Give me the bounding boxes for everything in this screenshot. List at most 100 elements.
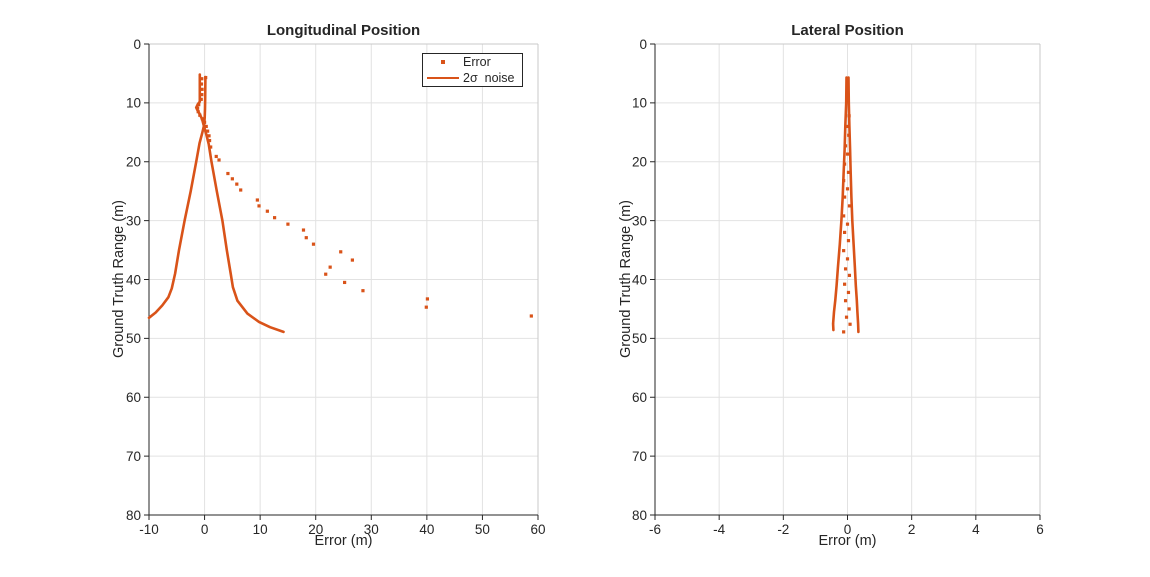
error-point (328, 265, 332, 269)
error-point (842, 330, 846, 334)
error-point (207, 138, 212, 143)
error-point (424, 305, 428, 309)
error-point (843, 282, 847, 286)
error-point (239, 188, 243, 192)
error-point (846, 290, 851, 295)
error-point (843, 267, 848, 271)
error-marker-icon (441, 60, 445, 64)
x-tick-label: 60 (530, 522, 545, 537)
x-tick-label: 10 (253, 522, 268, 537)
error-point (847, 204, 852, 208)
right-plot-ylabel: Ground Truth Range (m) (618, 200, 634, 358)
error-point (304, 236, 308, 240)
legend-marker-cell (423, 60, 463, 64)
x-tick-label: 20 (308, 522, 323, 537)
sigma-noise-line (194, 73, 285, 334)
x-tick-label: 30 (364, 522, 379, 537)
error-point (845, 257, 850, 261)
x-tick-label: 0 (844, 522, 852, 537)
right-plot-title: Lateral Position (791, 22, 904, 39)
y-tick-label: 50 (126, 331, 141, 346)
error-point (846, 239, 851, 243)
error-point (226, 171, 230, 176)
y-tick-label: 70 (632, 449, 647, 464)
y-tick-label: 40 (126, 272, 141, 287)
y-tick-label: 20 (632, 155, 647, 170)
error-point (199, 82, 204, 86)
error-point (257, 204, 261, 208)
y-tick-label: 80 (632, 508, 647, 523)
y-tick-label: 30 (632, 213, 647, 228)
y-tick-label: 70 (126, 449, 141, 464)
sigma-line-marker-icon (427, 76, 459, 80)
error-point (529, 314, 533, 318)
error-point (842, 214, 846, 218)
x-tick-label: -10 (139, 522, 159, 537)
error-point (846, 170, 851, 174)
error-point (207, 134, 211, 138)
error-point (200, 87, 204, 91)
x-tick-label: -6 (649, 522, 661, 537)
error-point (845, 222, 850, 226)
error-point (343, 280, 347, 285)
legend-marker-cell (423, 76, 463, 80)
error-point (847, 307, 851, 311)
error-point (272, 216, 277, 220)
legend-label-error: Error (463, 55, 491, 69)
sigma-noise-line (831, 76, 848, 332)
left-plot-xlabel: Error (m) (314, 533, 373, 549)
y-tick-label: 0 (133, 37, 141, 52)
error-point (235, 182, 239, 186)
x-tick-label: 50 (475, 522, 490, 537)
error-point (845, 152, 850, 156)
error-point (324, 272, 328, 276)
error-point (848, 322, 852, 326)
legend-entry-error: Error (423, 54, 522, 70)
legend-label-sigma-noise: 2σ noise (463, 71, 515, 85)
error-point (311, 242, 316, 246)
error-point (843, 299, 848, 303)
y-tick-label: 60 (632, 390, 647, 405)
error-point (425, 297, 430, 301)
y-tick-label: 20 (126, 155, 141, 170)
error-point (843, 230, 847, 234)
error-point (255, 198, 259, 202)
x-tick-label: -4 (713, 522, 725, 537)
legend: Error 2σ noise (422, 53, 523, 87)
x-tick-label: 6 (1036, 522, 1044, 537)
error-point (200, 93, 204, 97)
y-tick-label: 40 (632, 272, 647, 287)
sigma-noise-line (847, 76, 860, 334)
error-point (843, 195, 847, 199)
error-point (230, 177, 234, 181)
x-tick-label: 4 (972, 522, 980, 537)
y-tick-label: 10 (632, 96, 647, 111)
x-tick-label: 0 (201, 522, 209, 537)
error-point (200, 77, 204, 81)
error-point (265, 209, 269, 213)
error-point (199, 97, 203, 101)
error-point (339, 250, 343, 254)
error-point (842, 249, 846, 253)
error-point (206, 129, 210, 133)
y-tick-label: 30 (126, 213, 141, 228)
y-tick-label: 80 (126, 508, 141, 523)
legend-entry-sigma-noise: 2σ noise (423, 70, 522, 86)
error-point (844, 315, 849, 319)
x-tick-label: -2 (777, 522, 789, 537)
error-point (350, 258, 354, 262)
x-tick-label: 40 (419, 522, 434, 537)
y-tick-label: 60 (126, 390, 141, 405)
error-point (204, 124, 208, 129)
y-tick-label: 50 (632, 331, 647, 346)
right-plot-xlabel: Error (m) (818, 533, 877, 549)
error-point (217, 158, 221, 162)
error-point (845, 187, 850, 191)
y-tick-label: 0 (639, 37, 647, 52)
left-plot-title: Longitudinal Position (266, 22, 421, 39)
sigma-noise-line (147, 75, 207, 320)
y-tick-label: 10 (126, 96, 141, 111)
error-point (286, 222, 290, 226)
